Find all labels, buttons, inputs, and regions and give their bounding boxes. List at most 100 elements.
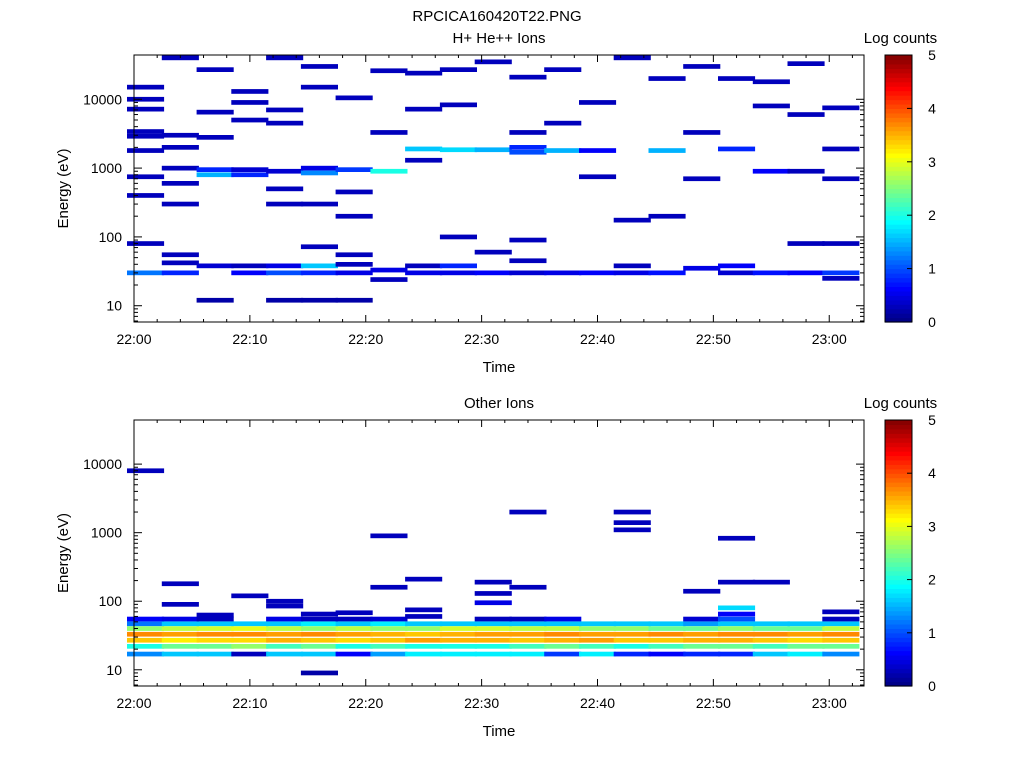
heatmap-cell [405,651,443,657]
heatmap-cell [300,170,338,176]
heatmap-cell [335,621,373,627]
colorbar-tick-label: 4 [928,100,936,116]
heatmap-cell [822,270,860,276]
heatmap-cell [196,626,234,631]
heatmap-cell [196,612,234,618]
colorbar-segment [885,112,912,118]
colorbar-tick-label: 2 [928,572,936,588]
colorbar-segment [885,650,912,656]
heatmap-cell [509,509,547,515]
x-tick-label: 22:20 [348,331,383,347]
x-tick-label: 22:10 [232,695,267,711]
heatmap-cell [718,637,756,643]
colorbar-segment [885,535,912,541]
colorbar-segment [885,77,912,83]
colorbar-segment [885,304,912,310]
colorbar-segment [885,641,912,647]
heatmap-cell [127,644,165,649]
heatmap-cell [787,651,825,657]
colorbar-segment [885,237,912,243]
colorbar-segment [885,628,912,634]
heatmap-cell [231,631,269,637]
heatmap-cell [822,644,860,649]
heatmap-cell [161,260,199,266]
colorbar-segment [885,152,912,158]
heatmap-cell [300,263,338,269]
heatmap-cell [579,626,617,631]
heatmap-cell [266,263,304,269]
heatmap-cell [127,96,165,102]
x-tick-label: 22:30 [464,695,499,711]
heatmap-cell [579,631,617,637]
colorbar-label: Log counts [864,395,937,412]
colorbar-segment [885,654,912,660]
y-tick-label: 10 [106,298,122,314]
heatmap-cell [405,614,443,619]
colorbar-segment [885,290,912,296]
x-tick-label: 22:10 [232,331,267,347]
heatmap-cell [752,651,790,657]
heatmap-cell [335,95,373,101]
colorbar-segment [885,224,912,230]
colorbar-segment [885,579,912,585]
colorbar-segment [885,459,912,465]
heatmap-cell [127,193,165,198]
heatmap-cell [370,533,408,539]
colorbar-segment [885,588,912,594]
heatmap-cell [405,146,443,152]
heatmap-cell [752,637,790,643]
heatmap-cell [161,602,199,607]
heatmap-cell [370,651,408,657]
heatmap-cell [683,621,721,627]
colorbar-segment [885,464,912,470]
heatmap-cell [752,626,790,631]
colorbar-segment [885,504,912,510]
heatmap-cell [474,270,512,276]
heatmap-cell [544,631,582,637]
heatmap-cell [370,130,408,135]
heatmap-cell [127,174,165,180]
colorbar-segment [885,526,912,532]
colorbar-segment [885,317,912,323]
heatmap-cell [474,644,512,649]
heatmap-cell [405,607,443,613]
colorbar-segment [885,63,912,69]
colorbar-segment [885,268,912,274]
x-axis-label: Time [483,723,516,740]
colorbar-segment [885,117,912,123]
heatmap-cell [196,621,234,627]
heatmap-cell [161,145,199,150]
heatmap-cell [231,593,269,599]
heatmap-cell [648,651,686,657]
colorbar-segment [885,606,912,612]
colorbar-segment [885,68,912,74]
heatmap-cell [822,105,860,111]
heatmap-cell [266,621,304,627]
heatmap-cell [787,241,825,246]
colorbar-segment [885,468,912,474]
heatmap-cell [161,165,199,171]
colorbar-tick-label: 2 [928,207,936,223]
colorbar-segment [885,81,912,87]
colorbar-segment [885,619,912,625]
heatmap-cell [509,237,547,243]
heatmap-cell [127,626,165,631]
heatmap-cell [370,637,408,643]
heatmap-cell [335,270,373,276]
heatmap-cell [439,651,477,657]
heatmap-cell [231,270,269,276]
heatmap-cell [161,644,199,649]
heatmap-cell [648,76,686,81]
colorbar-segment [885,597,912,603]
colorbar-segment [885,295,912,301]
heatmap-cell [266,201,304,207]
colorbar-segment [885,521,912,527]
heatmap-cell [161,621,199,627]
heatmap-cell [822,176,860,182]
heatmap-cell [161,631,199,637]
heatmap-cell [474,600,512,606]
panel-title: H+ He++ Ions [453,30,546,47]
heatmap-cell [196,651,234,657]
heatmap-cell [300,244,338,250]
